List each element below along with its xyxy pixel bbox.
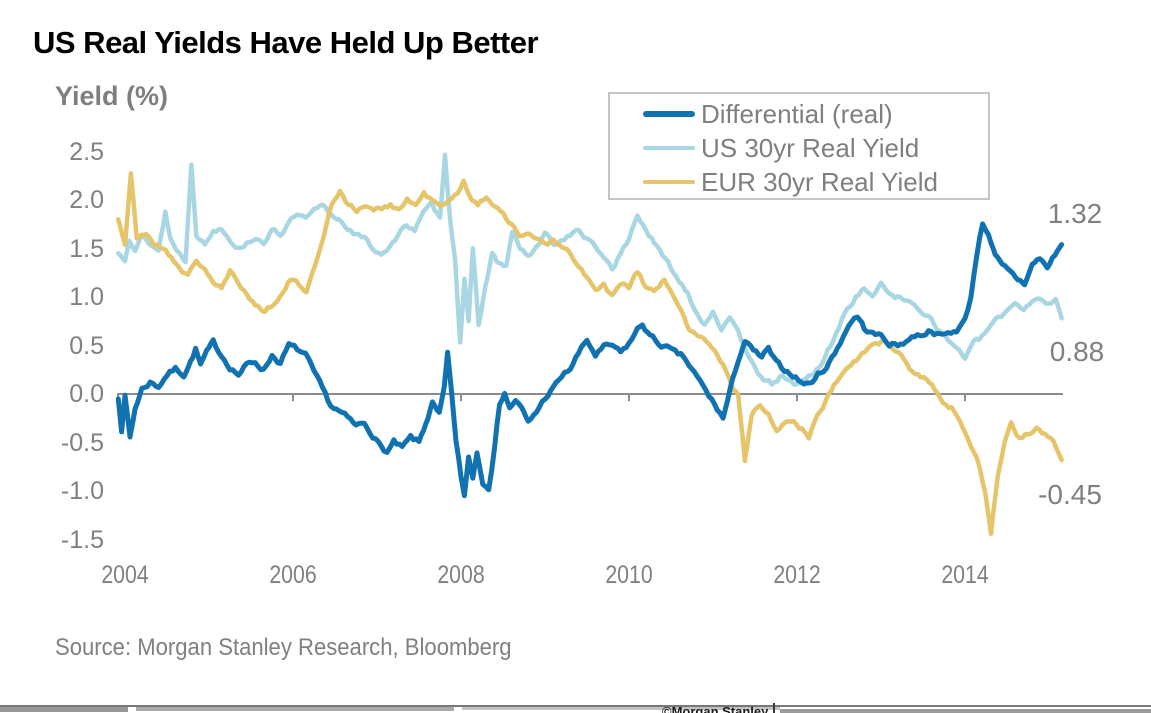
footer-divider-line bbox=[0, 705, 1151, 707]
series-line-us_30yr bbox=[116, 152, 1064, 387]
chart-title: US Real Yields Have Held Up Better bbox=[33, 25, 539, 60]
y-axis-label: Yield (%) bbox=[55, 81, 169, 111]
legend-swatch bbox=[643, 180, 695, 184]
series-end-label-us_30yr: 0.88 bbox=[1049, 336, 1105, 367]
legend-swatch bbox=[643, 111, 695, 117]
y-tick-label: -1.5 bbox=[60, 525, 104, 554]
y-tick-label: 0.0 bbox=[69, 380, 104, 408]
series-end-label-differential: 1.32 bbox=[1047, 198, 1103, 229]
y-tick-label: 1.0 bbox=[69, 283, 104, 311]
footer-segment bbox=[0, 707, 128, 712]
legend-label: Differential (real) bbox=[701, 98, 893, 129]
x-tick-label: 2004 bbox=[101, 561, 149, 589]
legend-item: Differential (real) bbox=[610, 97, 988, 131]
y-tick-label: 0.5 bbox=[69, 331, 104, 360]
series-line-eur_30yr bbox=[116, 171, 1064, 536]
series-line-differential bbox=[115, 221, 1065, 499]
y-tick-label: 2.5 bbox=[69, 137, 104, 166]
x-tick-label: 2008 bbox=[437, 561, 485, 589]
x-tick-label: 2006 bbox=[269, 561, 317, 589]
footer-segment bbox=[462, 707, 780, 710]
x-tick-label: 2012 bbox=[773, 561, 821, 589]
legend-label: EUR 30yr Real Yield bbox=[701, 166, 938, 197]
y-tick-label: -1.0 bbox=[60, 477, 104, 505]
footer-partial-text: ©Morgan Stanley bbox=[662, 704, 769, 713]
series-end-label-eur_30yr: -0.45 bbox=[1038, 479, 1102, 510]
legend-item: US 30yr Real Yield bbox=[610, 131, 988, 165]
footer-segment bbox=[780, 709, 1151, 713]
y-tick-label: 2.0 bbox=[69, 186, 104, 214]
x-tick-label: 2014 bbox=[941, 561, 989, 589]
source-text: Source: Morgan Stanley Research, Bloombe… bbox=[55, 634, 512, 661]
y-tick-label: -0.5 bbox=[60, 428, 104, 457]
legend-swatch bbox=[643, 146, 695, 150]
footer-vertical-bar bbox=[773, 703, 775, 713]
x-tick-label: 2010 bbox=[605, 561, 653, 589]
legend-item: EUR 30yr Real Yield bbox=[610, 165, 988, 199]
footer-segment bbox=[136, 707, 454, 711]
legend-label: US 30yr Real Yield bbox=[701, 132, 920, 163]
y-tick-label: 1.5 bbox=[69, 234, 104, 263]
legend-box: Differential (real) US 30yr Real Yield EUR… bbox=[608, 92, 990, 200]
